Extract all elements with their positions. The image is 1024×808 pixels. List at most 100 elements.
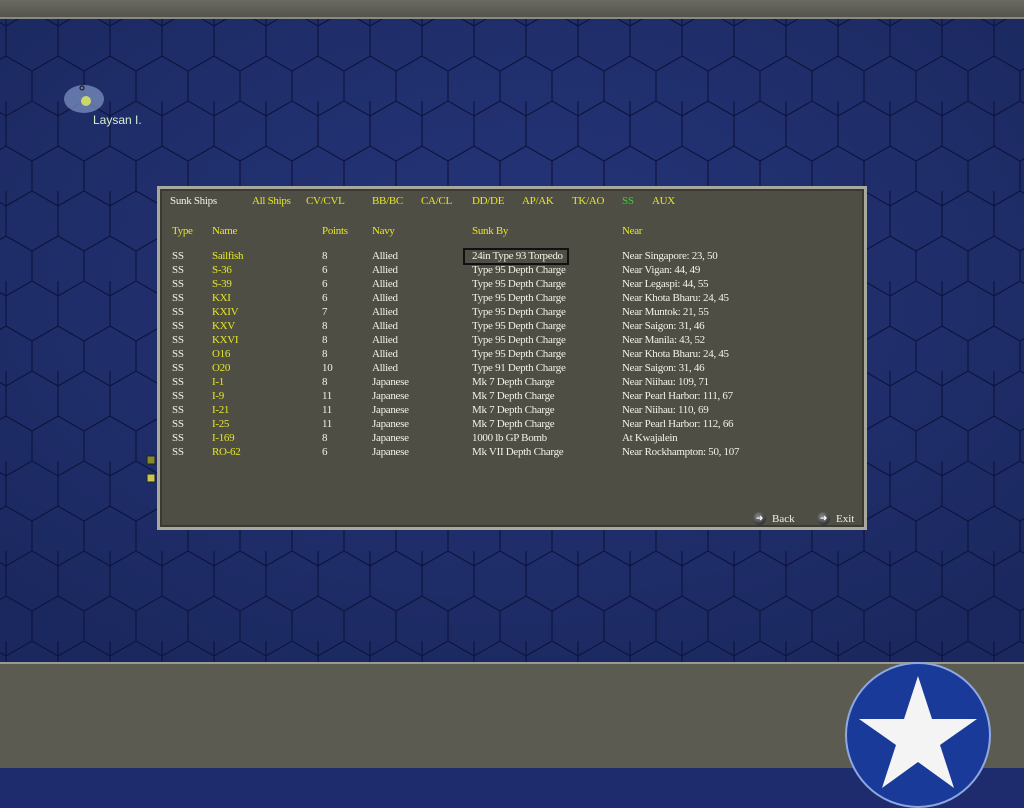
cell-near[interactable]: Near Legaspi: 44, 55: [622, 278, 709, 290]
cell-navy[interactable]: Japanese: [372, 376, 409, 388]
cell-type[interactable]: SS: [172, 376, 184, 388]
cell-navy[interactable]: Allied: [372, 348, 398, 360]
filter-tab-ss[interactable]: SS: [622, 195, 634, 207]
cell-sunk-by[interactable]: Type 95 Depth Charge: [472, 334, 566, 346]
cell-points[interactable]: 10: [322, 362, 333, 374]
cell-navy[interactable]: Japanese: [372, 432, 409, 444]
exit-button[interactable]: ➜ Exit: [817, 512, 854, 525]
cell-navy[interactable]: Japanese: [372, 404, 409, 416]
cell-points[interactable]: 8: [322, 432, 328, 444]
cell-name[interactable]: I-1: [212, 376, 224, 388]
cell-sunk-by[interactable]: Type 95 Depth Charge: [472, 292, 566, 304]
cell-name[interactable]: KXI: [212, 292, 231, 304]
cell-navy[interactable]: Japanese: [372, 390, 409, 402]
column-header-name[interactable]: Name: [212, 225, 238, 237]
cell-type[interactable]: SS: [172, 320, 184, 332]
cell-sunk-by[interactable]: Type 95 Depth Charge: [472, 306, 566, 318]
cell-near[interactable]: Near Saigon: 31, 46: [622, 362, 705, 374]
cell-sunk-by[interactable]: Mk 7 Depth Charge: [472, 390, 555, 402]
column-header-sunk-by[interactable]: Sunk By: [472, 225, 509, 237]
cell-sunk-by[interactable]: Mk VII Depth Charge: [472, 446, 564, 458]
column-header-points[interactable]: Points: [322, 225, 348, 237]
cell-navy[interactable]: Allied: [372, 306, 398, 318]
filter-tab-aux[interactable]: AUX: [652, 195, 675, 207]
cell-name[interactable]: RO-62: [212, 446, 241, 458]
cell-name[interactable]: I-169: [212, 432, 235, 444]
cell-type[interactable]: SS: [172, 418, 184, 430]
cell-type[interactable]: SS: [172, 334, 184, 346]
filter-tab-tk-ao[interactable]: TK/AO: [572, 195, 605, 207]
cell-navy[interactable]: Allied: [372, 334, 398, 346]
cell-navy[interactable]: Japanese: [372, 418, 409, 430]
cell-near[interactable]: Near Saigon: 31, 46: [622, 320, 705, 332]
column-header-type[interactable]: Type: [172, 225, 193, 237]
cell-type[interactable]: SS: [172, 362, 184, 374]
cell-near[interactable]: Near Pearl Harbor: 112, 66: [622, 418, 734, 430]
column-header-navy[interactable]: Navy: [372, 225, 395, 237]
cell-points[interactable]: 11: [322, 418, 332, 430]
cell-near[interactable]: At Kwajalein: [622, 432, 678, 444]
filter-tab-bb-bc[interactable]: BB/BC: [372, 195, 403, 207]
cell-near[interactable]: Near Manila: 43, 52: [622, 334, 705, 346]
cell-near[interactable]: Near Khota Bharu: 24, 45: [622, 292, 729, 304]
cell-navy[interactable]: Japanese: [372, 446, 409, 458]
cell-near[interactable]: Near Niihau: 110, 69: [622, 404, 709, 416]
cell-sunk-by[interactable]: 1000 lb GP Bomb: [472, 432, 547, 444]
filter-tab-cv-cvl[interactable]: CV/CVL: [306, 195, 345, 207]
filter-tab-ap-ak[interactable]: AP/AK: [522, 195, 554, 207]
cell-near[interactable]: Near Pearl Harbor: 111, 67: [622, 390, 733, 402]
cell-sunk-by[interactable]: Type 91 Depth Charge: [472, 362, 566, 374]
cell-sunk-by[interactable]: 24in Type 93 Torpedo: [463, 248, 569, 265]
cell-name[interactable]: KXVI: [212, 334, 239, 346]
cell-type[interactable]: SS: [172, 306, 184, 318]
cell-points[interactable]: 8: [322, 320, 328, 332]
cell-near[interactable]: Near Khota Bharu: 24, 45: [622, 348, 729, 360]
cell-near[interactable]: Near Rockhampton: 50, 107: [622, 446, 740, 458]
cell-sunk-by[interactable]: Type 95 Depth Charge: [472, 348, 566, 360]
cell-navy[interactable]: Allied: [372, 264, 398, 276]
cell-points[interactable]: 8: [322, 348, 328, 360]
cell-points[interactable]: 11: [322, 404, 332, 416]
cell-navy[interactable]: Allied: [372, 250, 398, 262]
cell-points[interactable]: 6: [322, 446, 328, 458]
cell-sunk-by[interactable]: Type 95 Depth Charge: [472, 264, 566, 276]
cell-type[interactable]: SS: [172, 404, 184, 416]
back-button[interactable]: ➜ Back: [753, 512, 795, 525]
cell-type[interactable]: SS: [172, 432, 184, 444]
cell-navy[interactable]: Allied: [372, 278, 398, 290]
cell-sunk-by[interactable]: Type 95 Depth Charge: [472, 278, 566, 290]
cell-near[interactable]: Near Singapore: 23, 50: [622, 250, 718, 262]
cell-name[interactable]: KXV: [212, 320, 235, 332]
cell-sunk-by[interactable]: Mk 7 Depth Charge: [472, 418, 555, 430]
cell-type[interactable]: SS: [172, 390, 184, 402]
cell-points[interactable]: 6: [322, 278, 328, 290]
cell-name[interactable]: I-21: [212, 404, 230, 416]
cell-sunk-by[interactable]: Mk 7 Depth Charge: [472, 404, 555, 416]
cell-name[interactable]: I-9: [212, 390, 224, 402]
cell-name[interactable]: O16: [212, 348, 231, 360]
cell-name[interactable]: S-39: [212, 278, 232, 290]
filter-tab-all ships[interactable]: All Ships: [252, 195, 291, 207]
cell-name[interactable]: I-25: [212, 418, 230, 430]
cell-points[interactable]: 8: [322, 376, 328, 388]
column-header-near[interactable]: Near: [622, 225, 643, 237]
cell-name[interactable]: KXIV: [212, 306, 239, 318]
cell-type[interactable]: SS: [172, 278, 184, 290]
cell-name[interactable]: Sailfish: [212, 250, 244, 262]
cell-points[interactable]: 8: [322, 334, 328, 346]
cell-navy[interactable]: Allied: [372, 320, 398, 332]
cell-near[interactable]: Near Niihau: 109, 71: [622, 376, 709, 388]
filter-tab-ca-cl[interactable]: CA/CL: [421, 195, 452, 207]
cell-sunk-by[interactable]: Type 95 Depth Charge: [472, 320, 566, 332]
cell-name[interactable]: O20: [212, 362, 231, 374]
cell-sunk-by[interactable]: Mk 7 Depth Charge: [472, 376, 555, 388]
cell-type[interactable]: SS: [172, 446, 184, 458]
cell-near[interactable]: Near Muntok: 21, 55: [622, 306, 709, 318]
cell-type[interactable]: SS: [172, 250, 184, 262]
cell-points[interactable]: 8: [322, 250, 328, 262]
cell-name[interactable]: S-36: [212, 264, 232, 276]
cell-points[interactable]: 11: [322, 390, 332, 402]
cell-type[interactable]: SS: [172, 264, 184, 276]
cell-points[interactable]: 7: [322, 306, 328, 318]
cell-type[interactable]: SS: [172, 292, 184, 304]
